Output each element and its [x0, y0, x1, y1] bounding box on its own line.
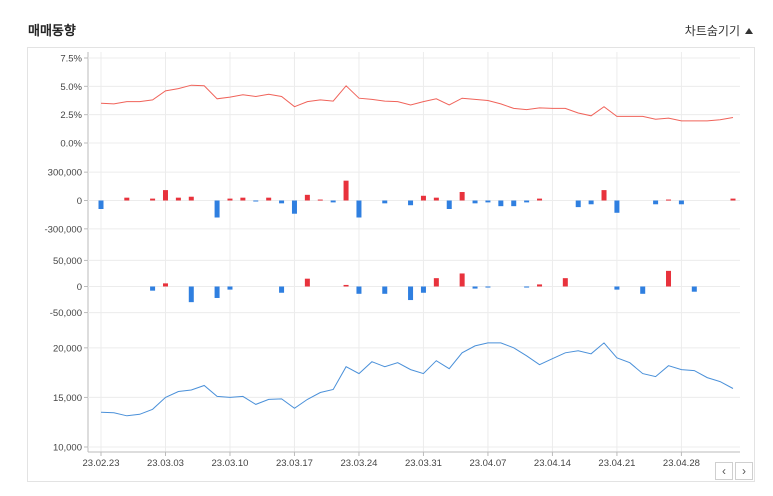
bar	[150, 198, 156, 201]
y-tick-label: 2.5%	[60, 110, 82, 121]
bar	[150, 286, 156, 291]
bar	[459, 192, 465, 201]
bar	[343, 180, 349, 201]
bar	[356, 200, 362, 218]
x-tick-label: 23.04.14	[534, 458, 571, 469]
bar	[472, 200, 478, 204]
bar	[678, 200, 684, 205]
bar	[408, 200, 414, 206]
y-tick-label: 15,000	[53, 393, 82, 404]
bar	[498, 200, 504, 207]
bar	[227, 198, 233, 201]
bar	[330, 200, 336, 203]
hide-chart-label: 차트숨기기	[684, 24, 740, 38]
bar	[666, 270, 672, 287]
next-button[interactable]: ›	[735, 462, 753, 480]
y-tick-label: 0.0%	[60, 139, 82, 150]
bar	[420, 286, 426, 293]
y-tick-label: 50,000	[53, 256, 82, 267]
bar	[382, 200, 388, 204]
x-tick-label: 23.03.03	[147, 458, 184, 469]
y-tick-label: 5.0%	[60, 82, 82, 93]
bar	[98, 200, 104, 209]
bar	[343, 284, 349, 287]
y-tick-label: 7.5%	[60, 54, 82, 65]
bar	[240, 197, 246, 201]
y-tick-label: -50,000	[50, 308, 82, 319]
bar	[279, 200, 285, 204]
bar	[691, 286, 697, 292]
bar	[304, 278, 310, 287]
y-tick-label: -300,000	[44, 224, 82, 235]
bar	[601, 190, 607, 201]
bar	[485, 200, 491, 203]
x-tick-label: 23.04.21	[598, 458, 635, 469]
y-tick-label: 0	[77, 196, 82, 207]
bar	[730, 198, 736, 201]
bar	[562, 278, 568, 287]
bar	[472, 286, 478, 289]
bar	[640, 286, 646, 294]
bar	[188, 196, 194, 201]
bar	[317, 199, 323, 201]
bar	[356, 286, 362, 294]
chart-frame	[27, 47, 755, 482]
bar	[253, 200, 259, 202]
x-tick-label: 23.03.31	[405, 458, 442, 469]
ratio-line-series	[100, 84, 734, 122]
bar	[188, 286, 194, 303]
bar	[433, 278, 439, 287]
price-line-series	[100, 342, 734, 417]
x-tick-label: 23.03.17	[276, 458, 313, 469]
x-tick-label: 23.03.10	[211, 458, 248, 469]
bar	[214, 286, 220, 298]
bar	[485, 286, 491, 288]
bar	[420, 195, 426, 201]
y-tick-label: 20,000	[53, 343, 82, 354]
bar	[511, 200, 517, 207]
bar	[162, 190, 168, 201]
x-tick-label: 23.03.24	[340, 458, 377, 469]
bar	[162, 283, 168, 287]
bar	[304, 194, 310, 201]
x-tick-label: 23.04.07	[469, 458, 506, 469]
bar	[227, 286, 233, 290]
bar	[588, 200, 594, 205]
bar	[382, 286, 388, 294]
bar	[537, 198, 543, 201]
y-tick-label: 0	[77, 282, 82, 293]
bar	[653, 200, 659, 205]
bar	[408, 286, 414, 301]
y-tick-label: 300,000	[48, 168, 82, 179]
bar	[614, 200, 620, 213]
bar	[575, 200, 581, 208]
bar	[291, 200, 297, 214]
bar	[266, 197, 272, 201]
y-tick-label: 10,000	[53, 443, 82, 454]
page-title: 매매동향	[28, 23, 76, 38]
bar	[214, 200, 220, 218]
triangle-up-icon	[745, 27, 753, 34]
bar	[666, 199, 672, 201]
bar	[524, 200, 530, 203]
bar	[537, 284, 543, 287]
x-tick-label: 23.04.28	[663, 458, 700, 469]
bar	[279, 286, 285, 293]
x-tick-label: 23.02.23	[83, 458, 120, 469]
bar	[433, 197, 439, 201]
hide-chart-toggle[interactable]: 차트숨기기	[685, 22, 753, 39]
prev-button[interactable]: ‹	[715, 462, 733, 480]
bar	[459, 273, 465, 287]
bar	[124, 197, 130, 201]
bar	[175, 197, 181, 201]
bar	[614, 286, 620, 290]
bar	[524, 286, 530, 288]
bar	[446, 200, 452, 209]
